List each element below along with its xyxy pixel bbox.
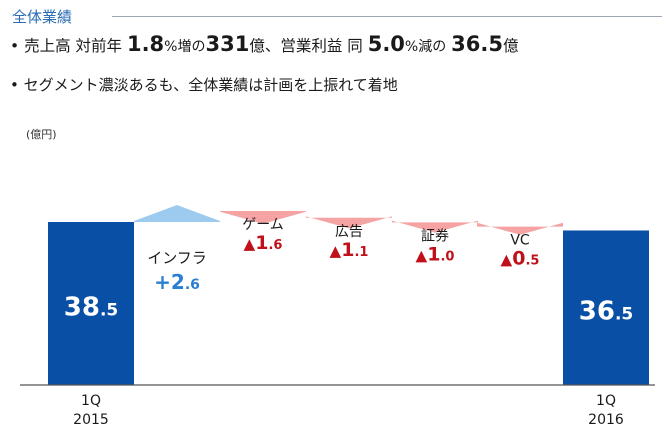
value-decimal: .5 <box>100 301 118 321</box>
decrease-bar <box>392 220 478 233</box>
bullet-dot: • <box>10 37 20 55</box>
x-tick-label: 2016 <box>588 412 624 428</box>
bullet-unit: %増の <box>164 39 206 55</box>
value-integer: 1 <box>255 232 268 254</box>
decrease-bar <box>306 216 392 229</box>
bar-value-label: ▲1.1 <box>330 239 369 261</box>
unit-label: (億円) <box>26 128 57 141</box>
segment-label: 証券 <box>421 228 449 244</box>
value-integer: 1 <box>427 243 440 265</box>
bullet-segment-summary: • セグメント濃淡あるも、全体業績は計画を上振れて着地 <box>10 74 398 95</box>
sales-value: 331 <box>205 32 250 56</box>
profit-value: 36.5 <box>451 32 503 56</box>
bar-value-label: ▲0.5 <box>501 248 540 270</box>
value-integer: 38 <box>64 293 100 323</box>
total-bar <box>48 222 134 385</box>
bar-value-label: 36.5 <box>579 297 633 327</box>
decrease-bar <box>220 210 306 224</box>
header-rule <box>112 16 662 17</box>
bullet-unit: 億 <box>502 37 519 55</box>
value-integer: +2 <box>154 270 185 294</box>
bullet-dot: • <box>10 76 19 94</box>
x-tick-label: 2015 <box>73 412 109 428</box>
bar-value-label: ▲1.6 <box>244 232 283 254</box>
value-integer: 1 <box>341 239 354 261</box>
segment-label: インフラ <box>147 249 207 267</box>
bullet-text-part: 売上高 対前年 <box>24 37 123 55</box>
bullet-text-part: 億、営業利益 同 <box>249 37 363 55</box>
decrease-mark: ▲ <box>501 251 513 269</box>
bullet-text: セグメント濃淡あるも、全体業績は計画を上振れて着地 <box>23 76 398 94</box>
bar-value-label: 38.5 <box>64 293 118 323</box>
decrease-mark: ▲ <box>330 242 342 260</box>
total-bar <box>563 230 649 385</box>
section-header: 全体業績 <box>12 4 662 30</box>
section-title: 全体業績 <box>12 8 73 26</box>
value-integer: 0 <box>512 248 525 270</box>
x-tick-label: 1Q <box>596 393 616 409</box>
increase-bar <box>134 204 220 222</box>
bar-value-label: ▲1.0 <box>416 243 455 265</box>
decrease-mark: ▲ <box>244 235 256 253</box>
value-decimal: .5 <box>615 305 633 325</box>
profit-decline-value: 5.0 <box>367 32 405 56</box>
value-decimal: .6 <box>185 277 200 293</box>
bullet-unit: %減の <box>404 39 447 55</box>
value-decimal: .5 <box>525 254 539 269</box>
decrease-mark: ▲ <box>416 246 428 264</box>
value-integer: 36 <box>579 297 615 327</box>
value-decimal: .1 <box>354 245 368 260</box>
x-tick-label: 1Q <box>81 393 101 409</box>
value-decimal: .0 <box>440 249 454 264</box>
segment-label: ゲーム <box>242 217 284 233</box>
decrease-bar <box>477 222 563 235</box>
bullet-sales-profit: • 売上高 対前年 1.8%増の331億、営業利益 同 5.0%減の 36.5億 <box>10 32 519 56</box>
bar-value-label: +2.6 <box>154 270 200 294</box>
segment-label: 広告 <box>335 224 363 240</box>
sales-growth-value: 1.8 <box>126 32 165 56</box>
segment-label: VC <box>510 233 530 249</box>
value-decimal: .6 <box>268 238 282 253</box>
